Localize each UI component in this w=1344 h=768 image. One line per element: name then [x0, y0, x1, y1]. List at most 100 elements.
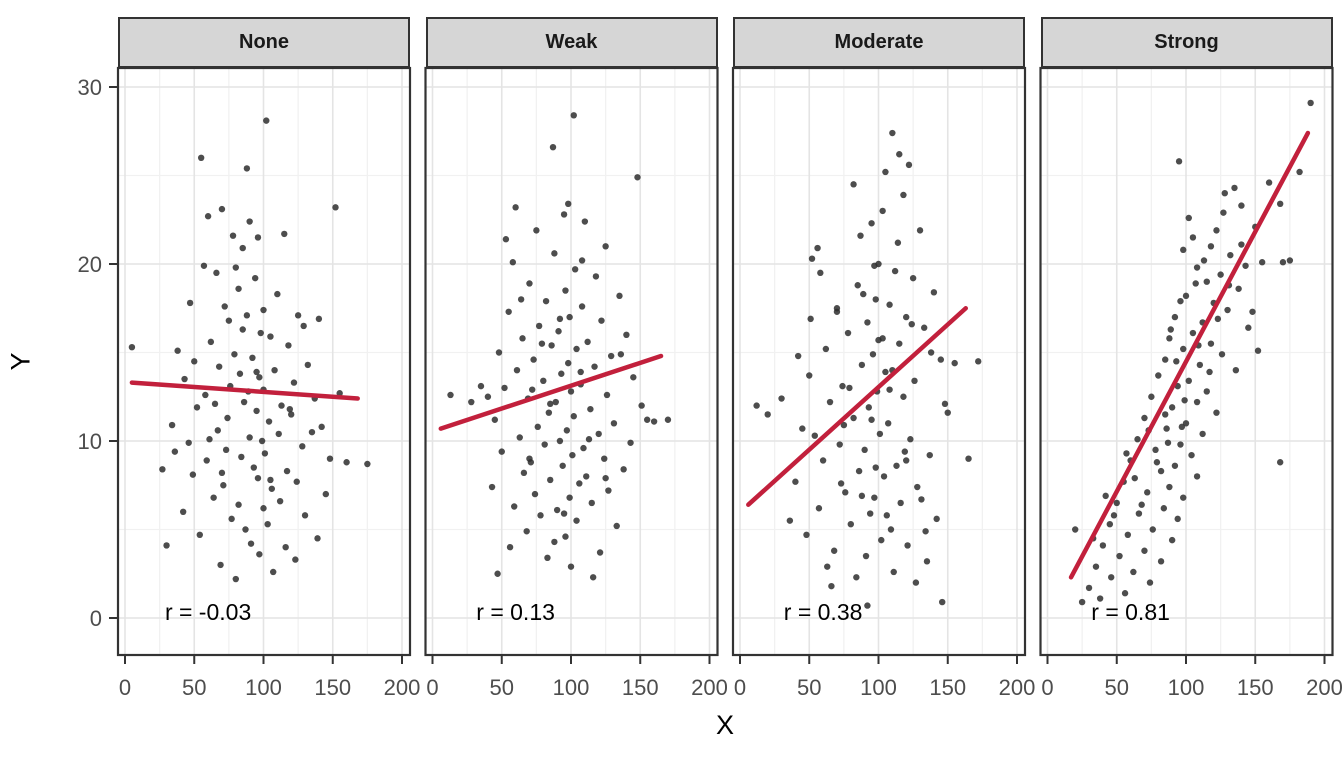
data-point	[819, 457, 827, 464]
data-point	[620, 466, 627, 473]
data-point	[916, 227, 924, 234]
data-point	[189, 471, 197, 478]
data-point	[265, 418, 273, 425]
data-point	[364, 460, 371, 468]
data-point	[495, 349, 503, 356]
data-point	[807, 315, 814, 323]
data-point	[267, 476, 274, 484]
data-point	[247, 540, 255, 547]
data-point	[1113, 499, 1120, 507]
data-point	[186, 299, 194, 307]
data-point	[1180, 494, 1187, 501]
data-point	[1238, 202, 1245, 209]
data-point	[858, 361, 866, 369]
data-point	[1193, 473, 1201, 480]
data-point	[264, 520, 271, 528]
data-point	[1192, 280, 1199, 287]
data-point	[865, 404, 873, 411]
data-point	[1146, 579, 1154, 586]
data-point	[850, 414, 857, 422]
data-point	[520, 469, 528, 477]
data-point	[1162, 356, 1169, 363]
data-point	[533, 227, 540, 234]
data-point	[293, 478, 300, 485]
data-point	[884, 420, 892, 427]
data-point	[530, 356, 537, 363]
data-point	[200, 262, 208, 269]
data-point	[299, 443, 306, 450]
y-tick-label: 10	[78, 429, 102, 454]
data-point	[897, 499, 904, 507]
data-point	[1155, 372, 1162, 379]
data-point	[535, 322, 543, 330]
data-point	[517, 296, 525, 303]
data-point	[638, 402, 645, 409]
data-point	[210, 494, 217, 501]
data-point	[879, 207, 886, 215]
data-point	[1110, 512, 1118, 519]
data-point	[171, 448, 179, 455]
data-point	[1245, 324, 1252, 331]
data-point	[565, 359, 572, 367]
data-point	[944, 409, 951, 416]
data-point	[1213, 227, 1220, 234]
data-point	[322, 490, 330, 498]
data-point	[794, 352, 802, 360]
data-point	[249, 354, 256, 362]
y-tick-label: 0	[90, 606, 102, 631]
y-axis-title: Y	[5, 352, 36, 371]
data-point	[542, 297, 550, 305]
data-point	[1213, 409, 1220, 416]
data-point	[900, 393, 907, 400]
data-point	[1238, 241, 1245, 248]
data-point	[246, 434, 253, 441]
data-point	[567, 388, 575, 395]
x-tick-label: 100	[1168, 675, 1205, 700]
data-point	[811, 432, 818, 439]
data-point	[588, 499, 595, 507]
data-point	[1153, 459, 1161, 466]
data-point	[1168, 404, 1176, 411]
data-point	[1166, 335, 1173, 342]
data-point	[488, 483, 496, 491]
data-point	[1232, 367, 1240, 374]
data-point	[868, 416, 875, 423]
data-point	[941, 400, 949, 408]
x-tick-label: 200	[1306, 675, 1343, 700]
data-point	[861, 446, 868, 454]
data-point	[580, 444, 587, 452]
data-point	[239, 244, 246, 252]
data-point	[1099, 542, 1107, 549]
data-point	[256, 551, 263, 558]
data-point	[1149, 526, 1156, 533]
data-point	[253, 407, 260, 415]
data-point	[220, 482, 227, 489]
data-point	[197, 154, 205, 161]
data-point	[839, 382, 846, 390]
data-point	[975, 358, 982, 365]
correlation-label: r = 0.13	[476, 599, 555, 625]
data-point	[903, 457, 910, 464]
data-point	[217, 561, 224, 569]
data-point	[846, 384, 853, 392]
data-point	[243, 165, 251, 172]
data-point	[828, 582, 835, 590]
data-point	[1160, 505, 1168, 512]
x-tick-label: 50	[1105, 675, 1129, 700]
data-point	[253, 368, 260, 376]
data-point	[844, 329, 852, 337]
data-point	[578, 257, 586, 264]
data-point	[803, 531, 810, 539]
data-point	[468, 398, 475, 406]
data-point	[1207, 340, 1215, 347]
data-point	[634, 174, 641, 181]
data-point	[218, 469, 226, 477]
data-point	[529, 386, 536, 393]
data-point	[275, 430, 282, 438]
correlation-label: r = 0.38	[784, 599, 863, 625]
x-tick-label: 100	[245, 675, 282, 700]
data-point	[560, 510, 568, 517]
data-point	[1085, 584, 1093, 592]
